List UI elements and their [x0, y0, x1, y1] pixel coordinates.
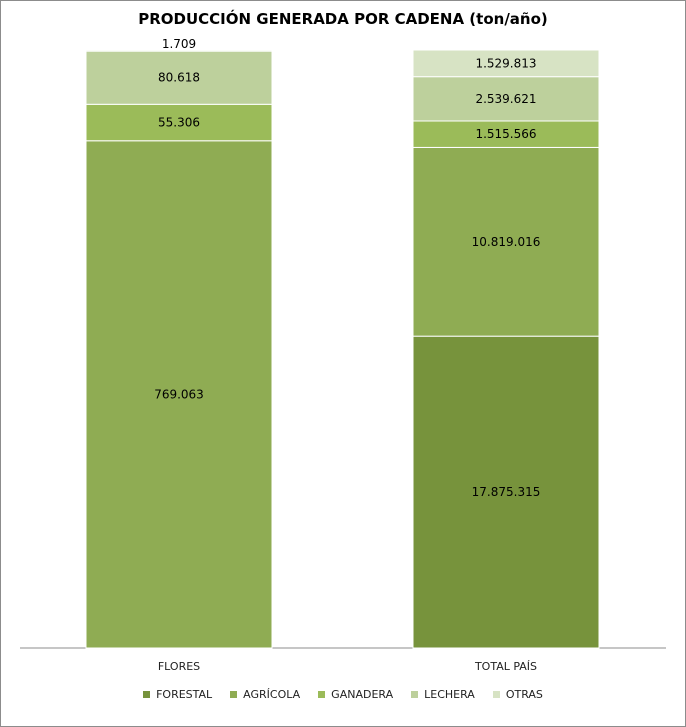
bar-segment-forestal [412, 335, 600, 649]
legend-label: FORESTAL [156, 688, 213, 701]
legend-swatch [318, 691, 326, 698]
bar-segment-ganadera [85, 103, 273, 142]
legend-swatch [411, 691, 419, 698]
data-label: 17.875.315 [472, 485, 541, 499]
category-label: TOTAL PAÍS [474, 660, 537, 673]
legend-label: AGRÍCOLA [243, 688, 301, 701]
bar-segment-lechera [85, 50, 273, 105]
legend-item-agrícola: AGRÍCOLA [230, 688, 300, 701]
bar-segment-agrícola [85, 140, 273, 649]
category-label: FLORES [158, 660, 200, 673]
legend-item-ganadera: GANADERA [318, 688, 393, 701]
legend-item-otras: OTRAS [492, 688, 543, 701]
data-label: 1.709 [162, 37, 196, 51]
data-label: 1.529.813 [475, 56, 536, 70]
chart-title: PRODUCCIÓN GENERADA POR CADENA (ton/año) [138, 10, 548, 28]
legend-label: LECHERA [424, 688, 475, 701]
legend-label: OTRAS [505, 688, 543, 701]
bar-segment-otras [85, 49, 273, 52]
legend-item-forestal: FORESTAL [143, 688, 212, 701]
bar-segment-lechera [412, 76, 600, 122]
legend-item-lechera: LECHERA [411, 688, 475, 701]
legend: FORESTAL AGRÍCOLA GANADERA LECHERA OTRAS [0, 688, 686, 701]
data-label: 769.063 [154, 387, 204, 401]
bar-segment-otras [412, 49, 600, 78]
data-label: 55.306 [158, 116, 200, 130]
legend-label: GANADERA [331, 688, 394, 701]
data-label: 2.539.621 [475, 92, 536, 106]
bar-segment-agrícola [412, 146, 600, 337]
data-label: 10.819.016 [472, 235, 541, 249]
bar-segment-ganadera [412, 120, 600, 148]
data-label: 1.515.566 [475, 127, 536, 141]
legend-swatch [230, 691, 238, 698]
legend-swatch [143, 691, 151, 698]
legend-swatch [492, 691, 500, 698]
data-label: 80.618 [158, 71, 200, 85]
